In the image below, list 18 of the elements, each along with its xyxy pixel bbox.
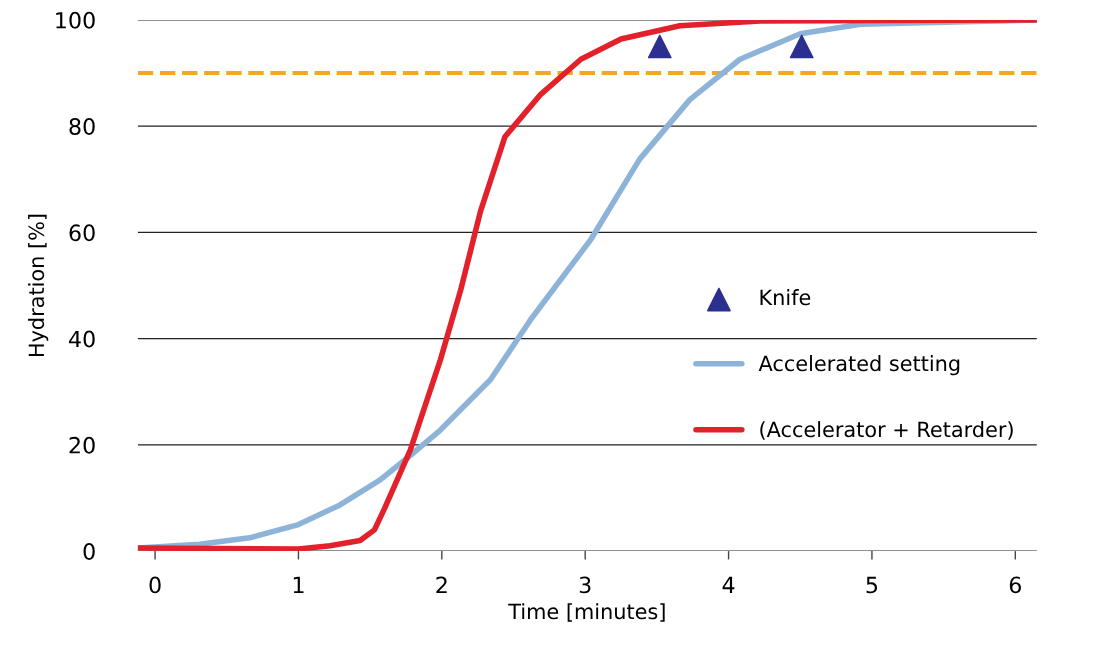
y-axis-title: Hydration [%] (28, 214, 49, 357)
x-tick-label: 6 (1009, 576, 1021, 594)
x-tick-label: 1 (293, 576, 304, 594)
legend-label: (Accelerator + Retarder) (760, 421, 1013, 440)
x-axis-title: Time [minutes] (508, 603, 665, 622)
legend-label: Accelerated setting (758, 355, 960, 376)
x-tick-label: 5 (866, 576, 878, 594)
x-tick-label: 2 (436, 576, 447, 594)
legend-label: Knife (760, 289, 811, 306)
x-tick-label: 0 (149, 576, 161, 594)
x-tick-label: 4 (722, 576, 735, 594)
y-tick-label: 0 (83, 543, 95, 560)
y-tick-label: 80 (69, 118, 95, 135)
x-tick-label: 3 (579, 576, 591, 594)
y-tick-label: 100 (56, 11, 95, 29)
y-tick-label: 20 (69, 436, 95, 454)
y-tick-label: 40 (69, 330, 95, 348)
y-tick-label: 60 (69, 224, 95, 242)
